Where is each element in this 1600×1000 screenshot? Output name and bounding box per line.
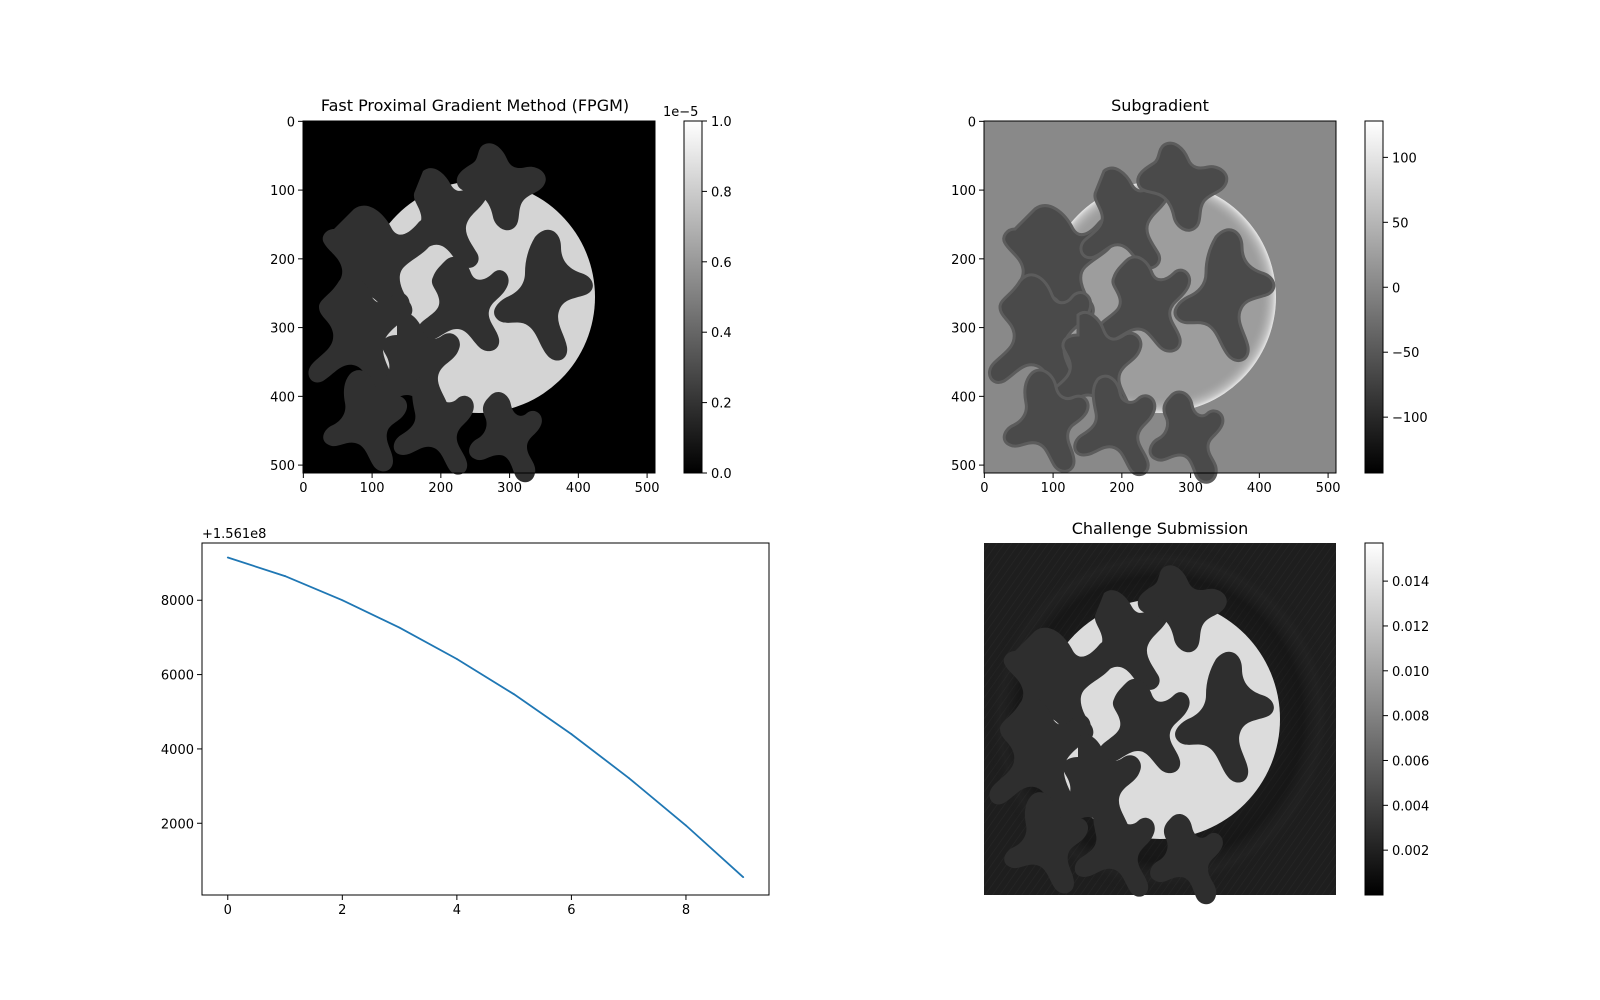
fpgm-image-frame <box>302 120 656 474</box>
challenge-phantom <box>989 565 1280 905</box>
challenge-colorbar-tick-label: 0.006 <box>1392 754 1429 769</box>
fpgm-colorbar <box>683 120 703 474</box>
subgradient-colorbar-tick-label: 0 <box>1392 281 1400 296</box>
objective-y-tick-label: 8000 <box>161 594 194 609</box>
fpgm-y-tick-label: 400 <box>270 390 295 405</box>
objective-x-tick-label: 4 <box>453 903 461 918</box>
objective-offset-text: +1.561e8 <box>202 527 266 542</box>
fpgm-y-tick-label: 0 <box>287 115 295 130</box>
fpgm-colorbar-tick-label: 0.2 <box>711 397 732 412</box>
subgradient-colorbar-tick-label: −100 <box>1392 411 1428 426</box>
objective-data-point <box>226 556 229 559</box>
fpgm-colorbar-tick-label: 0.6 <box>711 256 732 271</box>
objective-y-tick-label: 6000 <box>161 669 194 684</box>
objective-data-point <box>455 658 458 660</box>
fpgm-colorbar-tick-label: 0.0 <box>711 467 732 482</box>
subgradient-x-tick-label: 300 <box>1178 481 1203 496</box>
subgradient-colorbar-tick-label: −50 <box>1392 346 1419 361</box>
fpgm-colorbar-offset: 1e−5 <box>663 105 698 120</box>
challenge-colorbar <box>1364 542 1384 896</box>
objective-data-point <box>513 693 516 696</box>
subgradient-x-tick-label: 200 <box>1109 481 1134 496</box>
challenge-colorbar-tick-label: 0.012 <box>1392 620 1429 635</box>
objective-data-point <box>685 824 687 827</box>
fpgm-y-ticks: 0 100 200 300 400 500 <box>270 115 303 474</box>
subgradient-y-tick-label: 100 <box>951 184 976 199</box>
objective-data-point <box>398 626 401 629</box>
challenge-colorbar-ticks: 0.014 0.012 0.010 0.008 0.006 0.004 0.002 <box>1383 575 1429 859</box>
subgradient-colorbar-tick-label: 100 <box>1392 151 1417 166</box>
objective-y-tick-label: 2000 <box>161 817 194 832</box>
fpgm-colorbar-ticks: 0.0 0.2 0.4 0.6 0.8 1.0 <box>702 115 732 482</box>
fpgm-y-tick-label: 500 <box>270 459 295 474</box>
subgradient-y-tick-label: 400 <box>951 390 976 405</box>
subgradient-y-tick-label: 0 <box>968 115 976 130</box>
fpgm-phantom <box>308 143 595 483</box>
subgradient-y-tick-label: 200 <box>951 253 976 268</box>
objective-series-line <box>227 556 744 878</box>
challenge-colorbar-tick-label: 0.010 <box>1392 665 1429 680</box>
challenge-colorbar-tick-label: 0.008 <box>1392 710 1429 725</box>
fpgm-title: Fast Proximal Gradient Method (FPGM) <box>321 96 629 115</box>
subgradient-x-tick-label: 100 <box>1041 481 1066 496</box>
fpgm-x-tick-label: 300 <box>497 481 522 496</box>
subgradient-title: Subgradient <box>1111 96 1209 115</box>
objective-data-point <box>341 599 344 602</box>
fpgm-x-ticks: 0 100 200 300 400 500 <box>299 473 660 496</box>
objective-x-tick-label: 0 <box>224 903 232 918</box>
objective-data-point <box>627 777 630 779</box>
panel-objective: +1.561e8 0 2 4 6 8 2000 4000 6000 8000 <box>161 527 770 918</box>
subgradient-image-frame <box>983 120 1337 474</box>
challenge-colorbar-tick-label: 0.014 <box>1392 575 1429 590</box>
subgradient-y-tick-label: 300 <box>951 322 976 337</box>
objective-x-tick-label: 2 <box>338 903 346 918</box>
objective-y-ticks: 2000 4000 6000 8000 <box>161 594 202 832</box>
fpgm-x-tick-label: 0 <box>299 481 307 496</box>
panel-subgradient: Subgradient 0 100 200 300 400 500 01002003004… <box>951 96 1428 496</box>
objective-data-point <box>742 876 745 879</box>
objective-x-tick-label: 6 <box>567 903 575 918</box>
objective-data-point <box>570 733 573 735</box>
subgradient-y-tick-label: 500 <box>951 459 976 474</box>
panel-challenge: Challenge Submission 0.014 0.012 0.010 0.00… <box>982 519 1429 905</box>
fpgm-x-tick-label: 100 <box>360 481 385 496</box>
panel-fpgm: Fast Proximal Gradient Method (FPGM) 0 10… <box>270 96 732 496</box>
objective-x-tick-label: 8 <box>682 903 690 918</box>
subgradient-y-ticks: 0 100 200 300 400 500 <box>951 115 984 474</box>
challenge-colorbar-tick-label: 0.002 <box>1392 844 1429 859</box>
fpgm-colorbar-tick-label: 1.0 <box>711 115 732 130</box>
fpgm-x-tick-label: 400 <box>566 481 591 496</box>
fpgm-y-tick-label: 200 <box>270 253 295 268</box>
subgradient-colorbar-ticks: 100 50 0 −50 −100 <box>1383 151 1428 426</box>
subgradient-colorbar-tick-label: 50 <box>1392 216 1409 231</box>
fpgm-x-tick-label: 200 <box>428 481 453 496</box>
fpgm-y-tick-label: 300 <box>270 322 295 337</box>
fpgm-x-tick-label: 500 <box>635 481 660 496</box>
subgradient-x-tick-label: 500 <box>1316 481 1341 496</box>
fpgm-y-tick-label: 100 <box>270 184 295 199</box>
fpgm-colorbar-tick-label: 0.4 <box>711 326 732 341</box>
objective-x-ticks: 0 2 4 6 8 <box>224 895 690 918</box>
objective-y-tick-label: 4000 <box>161 743 194 758</box>
subgradient-colorbar <box>1364 120 1384 474</box>
subgradient-x-ticks: 0 100 200 300 400 500 <box>980 473 1341 496</box>
challenge-colorbar-tick-label: 0.004 <box>1392 799 1429 814</box>
challenge-title: Challenge Submission <box>1072 519 1249 538</box>
subgradient-x-tick-label: 0 <box>980 481 988 496</box>
objective-data-point <box>284 575 286 577</box>
subgradient-phantom <box>987 141 1276 484</box>
objective-series-points <box>226 556 745 879</box>
fpgm-colorbar-tick-label: 0.8 <box>711 185 732 200</box>
objective-axes-frame <box>201 542 770 896</box>
subgradient-x-tick-label: 400 <box>1247 481 1272 496</box>
